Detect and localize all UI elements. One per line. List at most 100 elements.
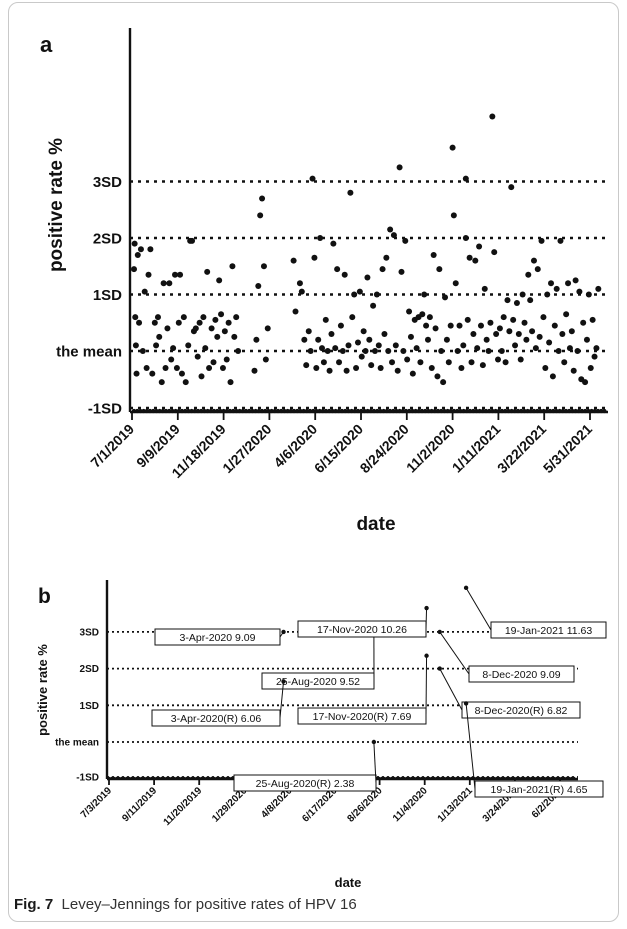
baseline-point [423,408,428,414]
data-point [216,277,223,284]
data-point [527,297,534,304]
baseline-point [450,776,453,780]
data-point [587,364,594,371]
annotation-arrow [465,703,476,790]
data-point [436,266,443,273]
data-point [164,325,171,332]
data-point [313,364,320,371]
baseline-point [502,776,506,780]
baseline-point [259,408,265,414]
baseline-point [385,776,388,780]
data-point [358,353,365,360]
baseline-point [247,408,252,414]
baseline-point [532,776,536,780]
data-point [485,348,492,354]
data-point [424,336,431,343]
baseline-point [240,408,245,414]
data-point [136,319,143,326]
data-point [530,257,537,264]
baseline-point [455,776,458,780]
baseline-point [142,776,146,780]
data-point [131,266,137,273]
data-point [512,342,519,349]
data-point [317,235,324,241]
data-point [177,271,184,278]
data-point [218,311,225,318]
baseline-point [215,408,220,414]
data-point [145,271,152,278]
baseline-point [212,776,216,780]
baseline-point [460,776,463,780]
data-point [200,314,207,321]
baseline-point [545,776,548,780]
baseline-point [419,408,425,414]
baseline-point [314,408,319,414]
baseline-point [112,776,116,780]
baseline-point [515,408,521,414]
baseline-point [192,776,196,780]
data-point [513,299,520,306]
data-point [154,314,161,321]
baseline-point [179,408,185,414]
data-point [371,348,378,354]
baseline-point [384,408,389,414]
data-point [387,226,394,233]
baseline-point [426,408,431,414]
baseline-point [407,776,411,780]
annotation-label: 19-Jan-2021(R) 4.65 [491,784,588,796]
data-point [572,277,579,284]
baseline-point [237,408,242,414]
data-point [463,701,469,706]
baseline-point [336,408,341,414]
baseline-point [435,408,441,414]
baseline-point [467,408,473,414]
baseline-point [362,408,367,414]
baseline-point [150,776,153,780]
baseline-point [190,776,193,780]
baseline-point [592,408,597,414]
baseline-point [157,408,162,414]
data-point [525,271,532,278]
data-point [419,311,426,318]
baseline-point [535,776,538,780]
baseline-point [140,776,143,780]
baseline-point [120,776,123,780]
baseline-point [117,776,121,780]
baseline-point [187,776,191,780]
baseline-point [138,408,143,414]
data-point [447,322,454,329]
baseline-point [429,408,434,414]
baseline-point [220,776,223,780]
baseline-point [506,408,511,414]
data-point [296,280,303,287]
data-point [360,328,367,335]
baseline-point [570,776,573,780]
baseline-point [218,408,223,414]
data-point [198,373,205,380]
data-point [529,328,536,335]
annotation-arrow [373,741,377,784]
baseline-point [192,408,197,414]
data-point [347,189,354,196]
baseline-point [175,776,178,780]
baseline-point [430,776,433,780]
baseline-point [510,776,513,780]
annotation-arrow [279,631,284,638]
baseline-point [410,776,413,780]
figure-caption: Fig. 7 Levey–Jennings for positive rates… [14,896,357,913]
baseline-point [487,408,492,414]
baseline-point [560,408,565,414]
baseline-point [397,776,401,780]
data-point [583,336,590,343]
baseline-point [227,776,231,780]
data-point [574,348,581,354]
baseline-point [151,408,156,414]
data-point [406,308,413,315]
annotation-label: 19-Jan-2021 11.63 [505,625,593,637]
data-point [589,316,596,323]
baseline-point [173,408,178,414]
baseline-point [405,776,408,780]
baseline-point [253,408,258,414]
baseline-point [458,408,463,414]
data-point [204,268,211,275]
